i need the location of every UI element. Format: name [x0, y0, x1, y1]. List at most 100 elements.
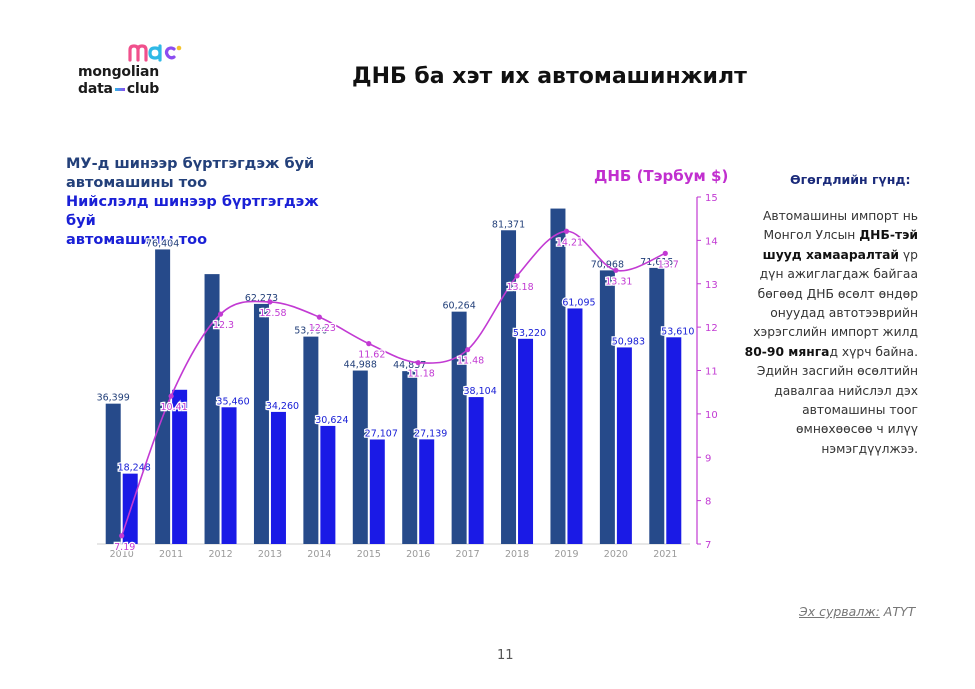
data-label-series1: 71,615 — [640, 257, 673, 268]
logo-text-line2: data club — [78, 81, 159, 97]
page-title: ДНБ ба хэт их автомашинжилт — [352, 64, 747, 89]
data-label-series2: 53,610 — [661, 326, 694, 337]
data-label-series2: 53,220 — [513, 328, 546, 339]
logo-mark-icon — [128, 44, 182, 62]
logo: mongolian data club — [78, 42, 188, 102]
gdp-point — [119, 533, 125, 539]
gdp-axis-label: ДНБ (Тэрбум $) — [594, 167, 729, 185]
bar-series1 — [550, 208, 566, 545]
y-right-tick-label: 10 — [705, 410, 718, 421]
gdp-data-label: 13.18 — [506, 282, 533, 293]
bar-series1 — [451, 311, 467, 544]
data-label-series1: 81,371 — [492, 219, 525, 230]
data-label-series2: 50,983 — [612, 336, 645, 347]
legend-series2-line1: Нийслэлд шинээр бүртгэгдэж буй — [66, 194, 319, 229]
bar-series2 — [468, 397, 484, 544]
bar-series2 — [320, 425, 336, 544]
data-label-series2: 61,095 — [562, 297, 595, 308]
side-text-1: Автомашины импорт нь Монгол Улсын — [762, 209, 918, 243]
y-right-tick-label: 8 — [705, 497, 711, 508]
gdp-data-label: 12.3 — [213, 320, 234, 331]
x-tick-label: 2011 — [159, 549, 183, 560]
source-value: АТҮТ — [883, 604, 916, 619]
legend-series1-line2: автомашины тоо — [66, 175, 208, 191]
x-tick-label: 2014 — [307, 549, 331, 560]
page-number: 11 — [497, 648, 514, 663]
side-text-3: д хүрч байна. Эдийн засгийн өсөлтийн дав… — [756, 344, 918, 456]
logo-text-club: club — [126, 81, 160, 97]
data-label-series1: 44,988 — [344, 360, 377, 371]
bar-series2 — [419, 439, 435, 544]
bar-series2 — [172, 389, 188, 544]
gdp-point — [316, 314, 322, 320]
legend-series2: Нийслэлд шинээр бүртгэгдэж буй автомашин… — [66, 193, 346, 250]
bar-series1 — [402, 371, 418, 544]
logo-text-data: data — [78, 81, 113, 97]
data-label-series2: 38,104 — [464, 386, 497, 397]
x-tick-label: 2010 — [110, 549, 134, 560]
side-text-bold-2: 80-90 мянга — [744, 344, 830, 359]
legend-series2-line2: автомашины тоо — [66, 232, 208, 248]
gdp-data-label: 7.19 — [114, 542, 135, 553]
data-label-series1: 76,404 — [146, 238, 179, 249]
bar-series1 — [253, 303, 269, 544]
x-tick-label: 2013 — [258, 549, 282, 560]
data-label-series2: 27,139 — [414, 428, 447, 439]
x-tick-label: 2016 — [406, 549, 430, 560]
gdp-point — [613, 267, 619, 273]
gdp-data-label: 11.18 — [408, 369, 435, 380]
gdp-point — [415, 360, 421, 366]
bar-series1 — [599, 270, 615, 544]
gdp-data-label: 14.21 — [556, 237, 583, 248]
bar-series2 — [369, 439, 385, 544]
y-right-tick-label: 14 — [705, 236, 718, 247]
y-right-tick-label: 13 — [705, 280, 718, 291]
gdp-data-label: 11.48 — [457, 356, 484, 367]
gdp-point — [514, 273, 520, 279]
source-label: Эх сурвалж: — [799, 604, 880, 619]
bar-series2 — [518, 338, 534, 544]
gdp-point — [168, 393, 174, 399]
bar-series1 — [105, 403, 121, 544]
gdp-data-label: 10.41 — [161, 402, 188, 413]
x-tick-label: 2015 — [357, 549, 381, 560]
gdp-point — [662, 250, 668, 256]
y-right-tick-label: 11 — [705, 367, 718, 378]
y-right-tick-label: 12 — [705, 323, 718, 334]
gdp-point — [217, 311, 224, 317]
bar-series1 — [303, 336, 319, 544]
gdp-point — [563, 228, 570, 234]
bar-series1 — [649, 267, 665, 544]
bar-series1 — [155, 249, 171, 544]
x-tick-label: 2020 — [604, 549, 628, 560]
side-paragraph: Автомашины импорт нь Монгол Улсын ДНБ-тэ… — [740, 207, 918, 459]
bar-series2 — [221, 407, 237, 544]
gdp-data-label: 13.31 — [605, 276, 632, 287]
logo-text-line1: mongolian — [78, 64, 160, 80]
gdp-data-label: 12.23 — [309, 323, 336, 334]
side-heading: Өгөгдлийн гүнд: — [790, 172, 911, 187]
x-tick-label: 2019 — [554, 549, 578, 560]
bar-series2 — [270, 411, 286, 544]
x-tick-label: 2018 — [505, 549, 529, 560]
data-label-series1: 36,399 — [97, 393, 130, 404]
legend-series1: МУ-д шинээр бүртгэгдэж буй автомашины то… — [66, 155, 346, 193]
y-right-tick-label: 9 — [705, 453, 711, 464]
data-label-series1: 53,790 — [294, 326, 327, 337]
bar-series1 — [204, 274, 220, 544]
gdp-line — [120, 230, 666, 537]
data-label-series2: 35,460 — [216, 396, 249, 407]
x-tick-label: 2012 — [208, 549, 232, 560]
bar-series2 — [666, 337, 682, 544]
data-label-series2: 34,260 — [266, 401, 299, 412]
bar-series2 — [567, 308, 583, 544]
gdp-point — [366, 341, 372, 347]
bar-series1 — [352, 370, 368, 544]
gdp-point — [465, 347, 471, 353]
side-text-2: үр дүн ажиглагдаж байгаа бөгөөд ДНБ өсөл… — [753, 247, 918, 340]
x-tick-label: 2021 — [653, 549, 677, 560]
logo-dash-icon — [114, 87, 125, 91]
bar-series2 — [616, 347, 632, 544]
x-tick-label: 2017 — [456, 549, 480, 560]
